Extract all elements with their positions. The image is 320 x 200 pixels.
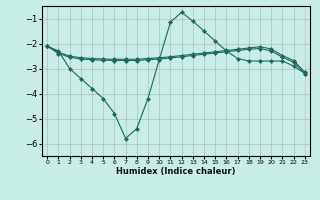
X-axis label: Humidex (Indice chaleur): Humidex (Indice chaleur) [116,167,236,176]
